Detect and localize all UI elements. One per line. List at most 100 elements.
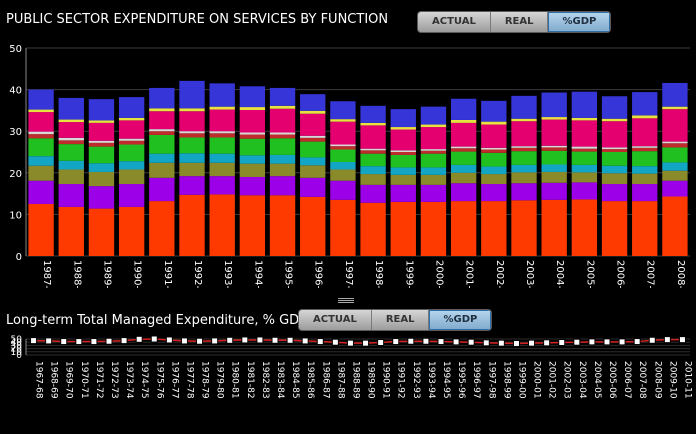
data-point [211,337,219,345]
bar-segment [330,101,356,120]
bar-segment [541,171,567,183]
bar-segment [632,92,658,116]
view-mode-selector: ACTUAL REAL %GDP [417,11,612,33]
x-tick-label: 1995-96 [456,361,466,399]
bar-segment [269,108,296,133]
x-tick-label: 1991-92 [396,361,406,399]
x-tick-label: 2006-07 [622,361,632,399]
bar-segment [571,151,598,165]
x-tick-label: 1988-89 [71,260,82,288]
bar-segment [632,166,658,174]
bar-segment [390,150,416,152]
bar-segment [481,149,507,153]
bar-segment [88,140,115,143]
bar-segment [571,91,598,118]
real-button[interactable]: REAL [491,12,549,32]
x-tick-label: 2003-04 [524,260,535,288]
x-tick-label: 1972-73 [109,361,119,399]
bar-segment [300,137,326,142]
x-tick-label: 1988-89 [350,361,360,399]
bar-segment [571,164,598,173]
x-tick-label: 1993-94 [426,361,436,399]
x-tick-label: 1991-92 [162,260,173,288]
bar-segment [571,146,598,149]
bar-segment [58,140,84,145]
bar-segment [239,176,266,196]
bar-segment [481,184,507,202]
data-point [241,336,249,344]
bar-segment [179,153,205,163]
bar-segment [209,176,235,195]
chart-title: PUBLIC SECTOR EXPENDITURE ON SERVICES BY… [6,12,389,27]
bar-segment [58,144,84,161]
long-term-actual-button[interactable]: ACTUAL [299,310,372,330]
x-tick-label: 1996-97 [313,260,324,288]
bar-segment [450,164,477,173]
x-tick-label: 2005-06 [607,361,617,399]
data-point [678,336,686,344]
bar-segment [118,169,145,185]
bar-segment [179,162,205,177]
bar-segment [269,87,296,106]
data-point [452,338,460,346]
bar-segment [420,127,447,150]
bar-segment [450,148,477,152]
bar-segment [481,147,507,150]
x-tick-label: 2007-08 [637,361,647,399]
bar-segment [118,206,145,256]
resize-handle[interactable] [338,298,354,304]
bar-segment [632,115,658,119]
bar-segment [330,149,356,162]
x-tick-label: 1975-76 [154,361,164,399]
bar-segment [390,167,416,175]
bar-segment [420,153,447,168]
bar-segment [360,148,386,151]
x-tick-label: 1985-86 [305,361,315,399]
bar-segment [360,174,386,185]
bar-segment [149,108,175,112]
data-point [437,338,445,346]
data-point [331,338,339,346]
data-point [497,339,505,347]
long-term-real-button[interactable]: REAL [372,310,430,330]
bar-segment [28,165,54,181]
bar-segment [88,186,115,209]
data-point [196,337,204,345]
data-point [512,339,520,347]
bar-segment [390,154,416,168]
x-tick-label: 2009-10 [667,361,677,399]
data-point [45,337,53,345]
data-point [573,338,581,346]
y-tick-label: 10 [9,210,22,221]
bar-segment [662,109,688,142]
actual-button[interactable]: ACTUAL [418,12,491,32]
x-tick-label: 1987-88 [335,361,345,399]
bar-segment [420,201,447,256]
bar-segment [330,169,356,181]
long-term-view-mode-selector: ACTUAL REAL %GDP [298,309,493,331]
y-tick-label: 40 [9,86,22,97]
x-tick-label: 2000-01 [532,361,542,399]
data-point [30,337,38,345]
data-point [90,338,98,346]
bar-segment [88,146,115,164]
bar-segment [511,147,537,152]
y-tick-label: 0 [16,252,22,263]
y-tick-label: 30 [11,341,23,351]
bar-segment [450,183,477,202]
bar-segment [239,163,266,177]
bar-segment [511,172,537,184]
pct-gdp-button[interactable]: %GDP [548,12,611,32]
x-tick-label: 2004-05 [592,361,602,399]
bar-segment [420,174,447,185]
bar-segment [511,200,537,256]
bar-segment [511,121,537,147]
x-tick-label: 2006-07 [615,260,626,288]
data-point [60,338,68,346]
bar-segment [118,97,145,118]
x-tick-label: 2001-02 [547,361,557,399]
long-term-pct-gdp-button[interactable]: %GDP [429,310,492,330]
bar-segment [239,86,266,108]
bar-segment [390,174,416,185]
y-tick-label: 20 [9,169,22,180]
